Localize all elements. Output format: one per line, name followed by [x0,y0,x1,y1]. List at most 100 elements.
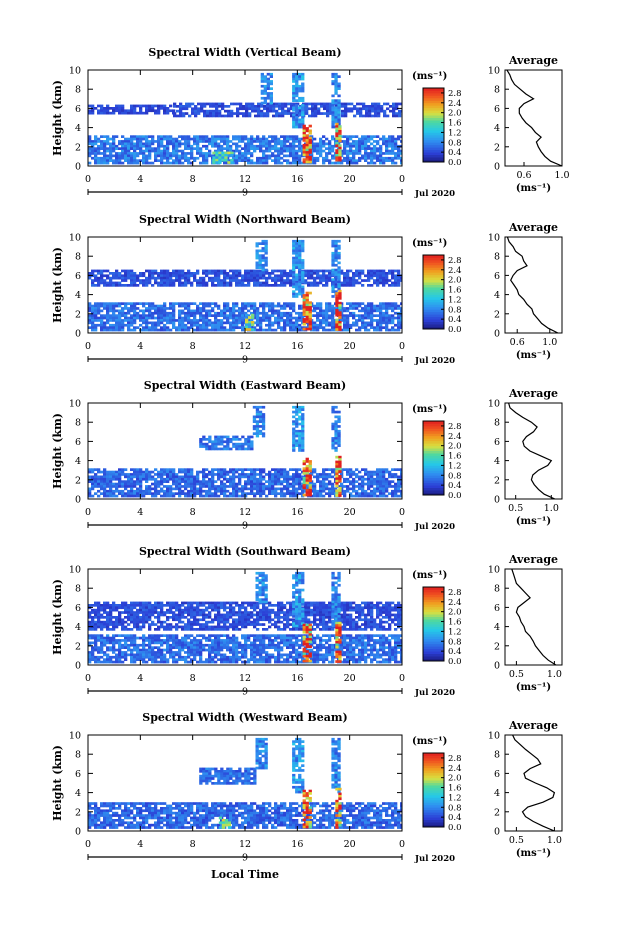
heatmap-cell [394,269,398,273]
heatmap-cell [264,259,268,262]
heatmap-cell [172,326,176,329]
heatmap-cell [286,485,290,488]
heatmap-cell [259,284,263,287]
heatmap-cell [346,309,350,313]
heatmap-cell [373,492,377,495]
heatmap-cell [305,320,309,324]
x-tick-label: 8 [190,341,196,352]
heatmap-cell [325,276,329,280]
heatmap-cell [298,307,302,310]
heatmap-cell [370,302,374,305]
heatmap-cell [334,77,338,81]
heatmap-cell [258,261,262,265]
heatmap-cell [265,302,269,305]
heatmap-cell [265,311,269,315]
heatmap-cell [154,309,158,313]
heatmap-cell [251,321,255,324]
heatmap-cell [115,152,119,155]
heatmap-cell [313,276,317,280]
heatmap-cell [328,269,332,273]
heatmap-cell [211,269,215,273]
heatmap-cell [328,161,332,165]
y-tick-label: 4 [75,123,81,134]
heatmap-cell [256,314,260,317]
heatmap-cell [337,437,341,440]
heatmap-cell [400,480,402,483]
heatmap-cell [91,156,95,160]
heatmap-cell [280,284,284,287]
heatmap-cell [179,105,183,108]
heatmap-cell [385,140,389,143]
heatmap-cell [307,284,311,287]
heatmap-cell [289,142,293,146]
heatmap-cell [88,272,92,275]
heatmap-cell [209,114,213,118]
heatmap-cell [151,304,155,308]
heatmap-cell [238,152,242,155]
heatmap-cell [169,156,173,160]
heatmap-cell [118,309,122,313]
heatmap-cell [352,477,356,481]
heatmap-cell [269,101,273,105]
heatmap-cell [319,309,323,313]
heatmap-cell [280,470,284,474]
heatmap-cell [379,159,383,162]
heatmap-cell [280,473,284,476]
heatmap-cell [241,307,245,310]
heatmap-cell [319,149,323,153]
colorbar-segment [423,289,444,293]
heatmap-cell [94,304,98,308]
heatmap-cell [226,445,230,448]
heatmap-cell [298,444,302,447]
colorbar-segment [423,139,444,143]
heatmap-cell [232,323,236,327]
heatmap-cell [239,105,243,108]
heatmap-cell [352,470,356,474]
heatmap-cell [166,272,170,275]
heatmap-cell [115,274,119,278]
heatmap-cell [257,109,261,113]
heatmap-cell [112,482,116,486]
heatmap-cell [361,323,365,327]
heatmap-cell [377,109,381,113]
heatmap-cell [145,279,149,282]
heatmap-cell [298,272,302,275]
heatmap-cell [302,310,306,314]
heatmap-cell [215,156,219,160]
heatmap-cell [286,311,290,315]
heatmap-cell [205,152,209,155]
heatmap-cell [196,149,200,153]
heatmap-cell [266,72,270,76]
heatmap-cell [244,154,248,158]
heatmap-cell [223,494,227,498]
heatmap-cell [127,316,131,320]
heatmap-cell [373,309,377,313]
colorbar-segment [423,292,444,295]
heatmap-cell [295,408,299,411]
heatmap-cell [244,482,248,486]
colorbar-tick-label: 2.8 [448,89,462,99]
heatmap-cell [193,272,197,275]
heatmap-cell [259,480,263,483]
heatmap-cell [88,470,92,474]
heatmap-cell [133,279,137,282]
colorbar-segment [423,137,444,141]
heatmap-cell [269,99,273,102]
heatmap-cell [370,475,374,479]
heatmap-cell [374,105,378,108]
heatmap-cell [205,304,209,308]
heatmap-cell [199,307,203,310]
heatmap-cell [262,140,266,143]
heatmap-cell [187,272,191,275]
heatmap-cell [236,109,240,113]
x-tick-label: 4 [137,174,143,185]
heatmap-cell [373,147,377,150]
heatmap-cell [88,316,92,320]
heatmap-cell [175,161,179,165]
heatmap-cell [214,272,218,275]
heatmap-cell [100,304,104,308]
x-tick-label: 0 [399,174,405,185]
heatmap-cell [238,468,242,471]
heatmap-cell [340,319,344,322]
heatmap-cell [115,319,119,322]
